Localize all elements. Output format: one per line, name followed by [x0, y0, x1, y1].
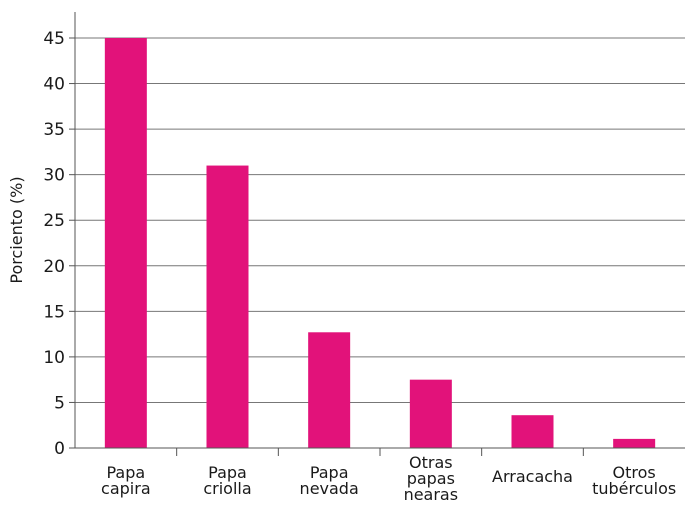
axes: [74, 12, 685, 449]
bar: [104, 38, 147, 448]
y-tick-labels: 0 5 10 15 20 25 30 35 40 45: [43, 29, 65, 459]
bars: [104, 38, 656, 449]
y-tick-label: 15: [43, 302, 65, 322]
bar: [409, 379, 452, 448]
x-tick-label: Arracacha: [492, 467, 573, 486]
bar: [613, 438, 656, 448]
x-tick-label: Papa nevada: [300, 463, 359, 498]
y-tick-label: 35: [43, 120, 65, 140]
y-tick-label: 45: [43, 29, 65, 49]
bar: [308, 332, 351, 448]
y-tick-label: 30: [43, 166, 65, 186]
y-tick-label: 20: [43, 257, 65, 277]
y-tick-label: 5: [54, 393, 65, 413]
y-tick-label: 25: [43, 211, 65, 231]
x-tick-label: Papa capira: [101, 463, 151, 498]
x-tick-label: Papa criolla: [203, 463, 251, 498]
y-tick-label: 0: [54, 439, 65, 459]
bar: [206, 165, 249, 449]
x-tick-label: Otras papas nearas: [404, 453, 459, 504]
y-tick-label: 10: [43, 348, 65, 368]
y-axis-label: Porciento (%): [7, 176, 26, 283]
y-tick-label: 40: [43, 75, 65, 95]
bar: [511, 415, 554, 448]
x-tick-labels: Papa capira Papa criolla Papa nevada Otras papa…: [101, 448, 676, 504]
x-tick-label: Otros tubérculos: [592, 463, 676, 498]
grid-lines: [69, 37, 685, 449]
